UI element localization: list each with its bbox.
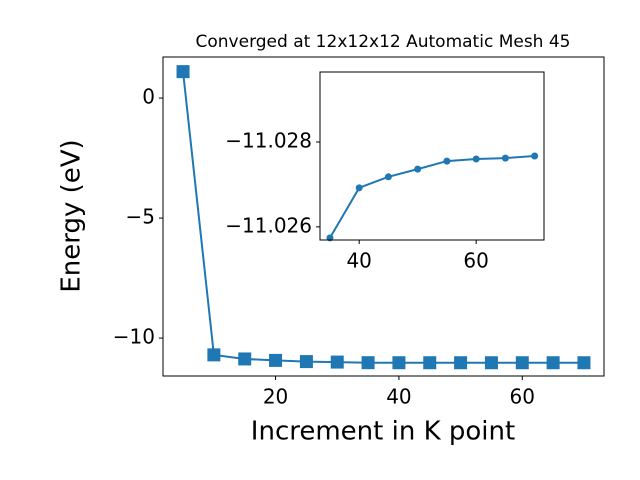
marker	[546, 356, 560, 370]
marker	[484, 356, 498, 370]
marker	[269, 353, 283, 367]
marker	[472, 155, 480, 163]
marker	[531, 152, 539, 160]
marker	[443, 157, 451, 165]
chart-title: Converged at 12x12x12 Automatic Mesh 45	[196, 32, 571, 52]
x-tick-label: 20	[263, 385, 288, 409]
y-tick-label: −11.028	[225, 129, 312, 153]
x-tick-label: 60	[463, 249, 488, 273]
marker	[501, 154, 509, 162]
marker	[454, 356, 468, 370]
marker	[515, 356, 529, 370]
y-tick-label: −10	[113, 325, 155, 349]
marker	[355, 184, 363, 192]
marker	[577, 356, 591, 370]
x-axis-label: Increment in K point	[251, 417, 515, 447]
y-tick-label: 0	[142, 85, 155, 109]
marker	[414, 165, 422, 173]
marker	[238, 352, 252, 366]
plot-area	[320, 72, 544, 240]
marker	[176, 65, 190, 79]
x-tick-label: 40	[346, 249, 371, 273]
marker	[207, 348, 221, 362]
y-tick-label: −5	[126, 205, 155, 229]
axes-frame	[319, 71, 545, 241]
data-line	[329, 155, 535, 239]
axes-frame	[162, 56, 605, 377]
x-tick-label: 40	[386, 385, 411, 409]
marker	[384, 173, 392, 181]
y-axis-label: Energy (eV)	[57, 139, 87, 292]
marker	[361, 356, 375, 370]
marker	[392, 356, 406, 370]
marker	[423, 356, 437, 370]
marker	[299, 355, 313, 369]
x-tick-label: 60	[510, 385, 535, 409]
marker	[330, 355, 344, 369]
y-tick-label: −11.026	[225, 213, 312, 237]
